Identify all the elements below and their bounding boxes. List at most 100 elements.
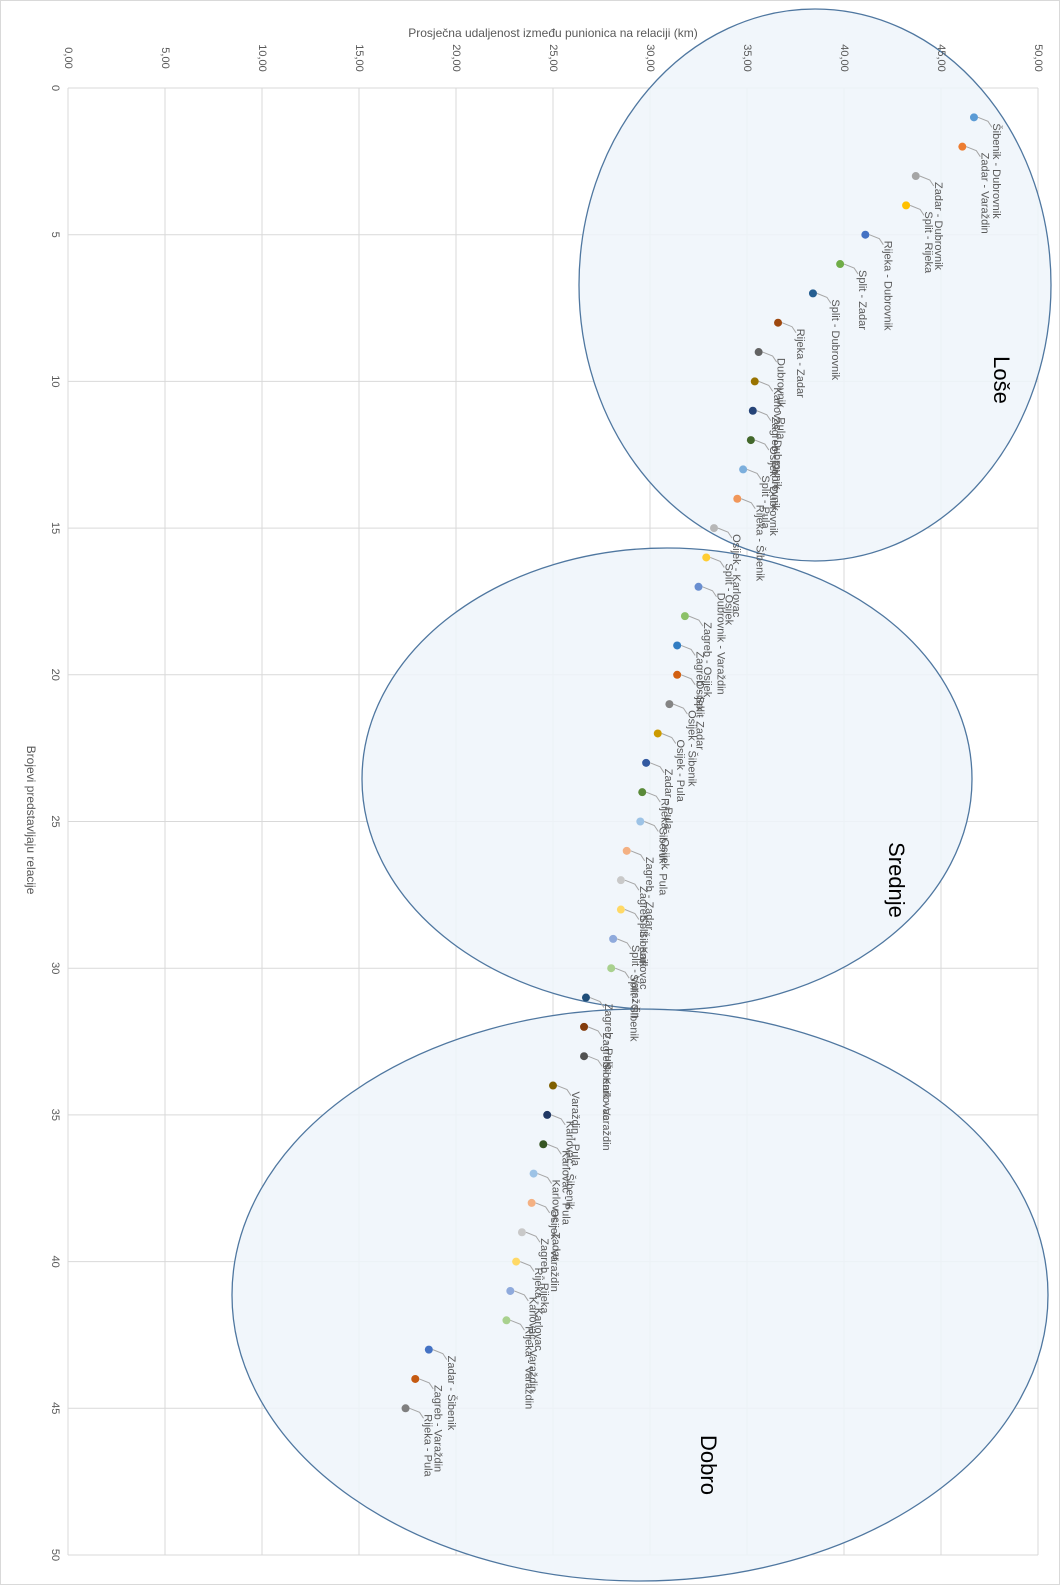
point: [502, 1316, 511, 1325]
point: [424, 1345, 433, 1354]
group-ellipse: [231, 1008, 1049, 1582]
leader-line: [746, 468, 762, 480]
point-label: Šibenik - Pula: [656, 828, 669, 897]
x-tick-label: 10,00: [256, 44, 268, 72]
point-label: Dubrovnik - Pula: [775, 358, 787, 440]
leader-line: [843, 263, 859, 275]
point: [836, 260, 845, 269]
leader-line: [587, 1055, 603, 1067]
point: [543, 1110, 552, 1119]
point-label: Split - Osijek: [722, 563, 734, 625]
x-tick-label: 45,00: [935, 44, 947, 72]
point-label: Šibenik - Varaždin: [600, 1062, 613, 1150]
point-label: Karlovac - Varaždin: [526, 1297, 538, 1392]
leader-line: [680, 674, 696, 686]
point: [616, 876, 625, 885]
point-label: Karlovac - Zadar: [550, 1180, 562, 1262]
point-label: Osijek - Zadar: [693, 681, 705, 750]
point: [746, 436, 755, 445]
point-label: Zadar - Šibenik: [445, 1356, 458, 1431]
point-label: Osijek - Pula: [674, 739, 686, 802]
leader-line: [556, 1085, 572, 1096]
leader-line: [754, 439, 770, 451]
point: [622, 846, 631, 855]
point: [581, 993, 590, 1002]
point-label: Osijek - Dubrovnik: [767, 446, 779, 536]
y-tick-label: 35: [49, 1109, 61, 1121]
point: [401, 1404, 410, 1413]
point: [739, 465, 748, 474]
point: [861, 230, 870, 239]
point-label: Split - Zadar: [856, 270, 868, 330]
point: [665, 700, 674, 709]
point-label: Zadar - Varaždin: [978, 153, 990, 234]
x-tick-label: 35,00: [741, 44, 753, 72]
point: [527, 1198, 536, 1207]
point: [774, 318, 783, 327]
leader-line: [624, 879, 640, 891]
leader-line: [661, 733, 677, 744]
point-label: Split - Dubrovnik: [829, 299, 841, 380]
leader-line: [869, 234, 884, 245]
leader-line: [919, 175, 935, 187]
point: [653, 729, 662, 738]
x-tick-label: 15,00: [353, 44, 365, 72]
point-label: Šibenik - Dubrovnik: [990, 123, 1003, 219]
y-tick-label: 40: [49, 1255, 61, 1267]
point: [607, 964, 616, 973]
leader-line: [649, 762, 665, 774]
leader-line: [589, 997, 605, 1008]
point-label: Zagreb - Rijeka: [538, 1238, 550, 1314]
leader-line: [547, 1143, 562, 1155]
y-tick-label: 5: [49, 232, 61, 238]
leader-line: [616, 938, 632, 950]
point-label: Osijek - Šibenik: [685, 710, 698, 787]
point-label: Split - Pula: [759, 475, 771, 529]
point: [673, 641, 682, 650]
x-tick-label: 25,00: [547, 44, 559, 72]
x-tick-label: 20,00: [450, 44, 462, 72]
point-label: Karlovac - Pula: [559, 1150, 571, 1225]
x-tick-label: 0,00: [62, 47, 74, 68]
x-axis-title: Prosječna udaljenost između punionica na…: [408, 26, 697, 40]
group-label: Srednje: [884, 842, 909, 918]
point-label: Dubrovnik - Varaždin: [715, 593, 727, 695]
point: [710, 524, 719, 533]
point: [750, 377, 759, 386]
point: [694, 582, 703, 591]
x-tick-label: 30,00: [644, 44, 656, 72]
point: [549, 1081, 557, 1090]
point-label: Zadar - Pula: [662, 769, 674, 830]
point: [411, 1374, 420, 1383]
group-label: Loše: [989, 356, 1014, 404]
point: [636, 817, 645, 826]
point-label: Split - Rijeka: [922, 211, 934, 274]
leader-line: [646, 791, 661, 803]
x-tick-label: 5,00: [159, 47, 171, 68]
point: [733, 494, 742, 503]
leader-line: [432, 1349, 448, 1360]
leader-line: [535, 1202, 551, 1214]
leader-line: [702, 586, 717, 598]
leader-line: [587, 1026, 603, 1038]
leader-line: [816, 292, 832, 304]
leader-line: [909, 204, 925, 216]
point-label: Rijeka - Pula: [422, 1414, 434, 1477]
point: [958, 142, 967, 151]
point: [616, 905, 625, 914]
point-label: Zagreb - Varaždin: [431, 1385, 443, 1472]
y-tick-label: 30: [49, 962, 61, 974]
point: [969, 113, 978, 122]
leader-line: [688, 615, 704, 627]
point-label: Rijeka - Varaždin: [523, 1326, 535, 1409]
point: [609, 934, 618, 943]
point-label: Karlovac - Dubrovnik: [771, 387, 783, 490]
y-tick-label: 0: [49, 85, 61, 91]
leader-line: [977, 116, 993, 128]
leader-line: [510, 1319, 525, 1331]
point-label: Rijeka - Zadar: [794, 329, 806, 398]
point: [517, 1228, 526, 1237]
x-tick-label: 40,00: [838, 44, 850, 72]
x-tick-label: 50,00: [1032, 44, 1044, 72]
point-label: Rijeka - Osijek: [658, 798, 670, 869]
